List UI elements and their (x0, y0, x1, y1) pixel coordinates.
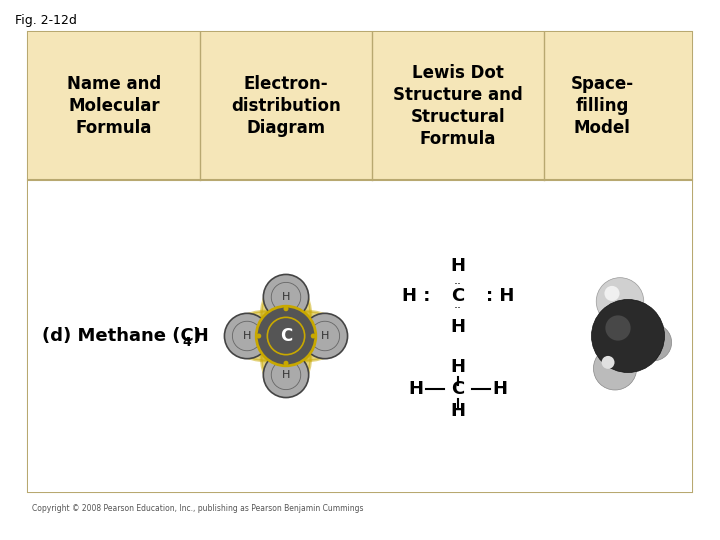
Circle shape (605, 286, 619, 301)
Text: H: H (282, 292, 290, 302)
Text: H :: H : (402, 287, 430, 306)
Text: H: H (320, 331, 329, 341)
Text: H: H (492, 380, 508, 398)
Text: C: C (451, 380, 464, 398)
Circle shape (593, 347, 636, 390)
Text: 4: 4 (182, 336, 191, 349)
Text: (d) Methane (CH: (d) Methane (CH (42, 327, 209, 345)
Text: Name and
Molecular
Formula: Name and Molecular Formula (67, 75, 161, 137)
Text: C: C (451, 287, 464, 306)
Bar (28, 32, 692, 180)
Text: H: H (451, 256, 466, 275)
Circle shape (256, 334, 261, 339)
Circle shape (225, 313, 270, 359)
Circle shape (596, 278, 644, 325)
Circle shape (311, 334, 315, 339)
Text: Electron-
distribution
Diagram: Electron- distribution Diagram (231, 75, 341, 137)
Bar (28, 32, 692, 492)
Text: : H: : H (486, 287, 514, 306)
Text: H: H (451, 318, 466, 336)
Text: ): ) (192, 327, 200, 345)
Circle shape (264, 274, 309, 320)
Text: Lewis Dot
Structure and
Structural
Formula: Lewis Dot Structure and Structural Formu… (393, 64, 523, 148)
Text: H: H (408, 380, 423, 398)
Circle shape (284, 306, 289, 311)
Text: H: H (282, 370, 290, 380)
Text: ··: ·· (454, 278, 462, 291)
Ellipse shape (261, 318, 311, 393)
Bar (28, 180, 692, 492)
Text: Copyright © 2008 Pearson Education, Inc., publishing as Pearson Benjamin Cumming: Copyright © 2008 Pearson Education, Inc.… (32, 504, 364, 513)
Text: C: C (280, 327, 292, 345)
Text: Space-
filling
Model: Space- filling Model (570, 75, 634, 137)
Text: Fig. 2-12d: Fig. 2-12d (15, 14, 77, 27)
Ellipse shape (268, 311, 343, 361)
Circle shape (302, 313, 348, 359)
Circle shape (264, 352, 309, 397)
Text: ··: ·· (454, 302, 462, 315)
Circle shape (601, 356, 615, 369)
Circle shape (606, 315, 631, 341)
Ellipse shape (229, 311, 304, 361)
Circle shape (592, 300, 665, 373)
Circle shape (635, 324, 672, 361)
Ellipse shape (261, 279, 311, 354)
Circle shape (284, 361, 289, 366)
Circle shape (256, 306, 316, 366)
Text: H: H (451, 358, 466, 376)
Text: H: H (243, 331, 251, 341)
Text: H: H (451, 402, 466, 420)
